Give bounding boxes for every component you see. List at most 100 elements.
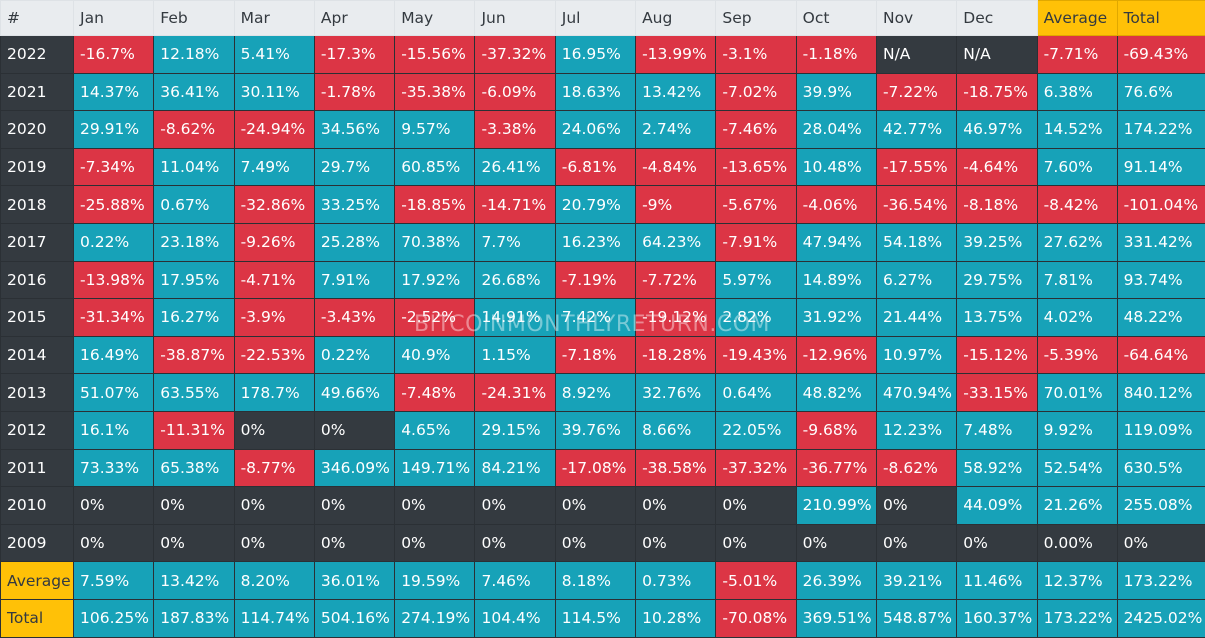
return-cell: -1.78% <box>314 73 394 111</box>
return-cell: 73.33% <box>74 449 154 487</box>
return-cell: 11.46% <box>957 562 1037 600</box>
return-cell: 17.92% <box>395 261 475 299</box>
return-cell: 7.91% <box>314 261 394 299</box>
row-label: 2021 <box>1 73 74 111</box>
return-cell: -19.43% <box>716 336 796 374</box>
return-cell: -8.62% <box>154 111 234 149</box>
column-header-sep[interactable]: Sep <box>716 1 796 36</box>
return-cell: 0% <box>1117 524 1205 562</box>
return-cell: 39.76% <box>555 411 635 449</box>
return-cell: 60.85% <box>395 148 475 186</box>
return-cell: 6.27% <box>876 261 956 299</box>
column-header-dec[interactable]: Dec <box>957 1 1037 36</box>
return-cell: -70.08% <box>716 599 796 637</box>
return-cell: 7.49% <box>234 148 314 186</box>
column-header-row-label[interactable]: # <box>1 1 74 36</box>
return-cell: -7.22% <box>876 73 956 111</box>
return-cell: 25.28% <box>314 223 394 261</box>
return-cell: 11.04% <box>154 148 234 186</box>
return-cell: 0% <box>234 487 314 525</box>
return-cell: 173.22% <box>1117 562 1205 600</box>
row-label: Average <box>1 562 74 600</box>
return-cell: 9.57% <box>395 111 475 149</box>
return-cell: 8.92% <box>555 374 635 412</box>
column-header-nov[interactable]: Nov <box>876 1 956 36</box>
return-cell: 2425.02% <box>1117 599 1205 637</box>
return-cell: -15.12% <box>957 336 1037 374</box>
return-cell: 14.89% <box>796 261 876 299</box>
return-cell: 0% <box>234 411 314 449</box>
column-header-mar[interactable]: Mar <box>234 1 314 36</box>
row-label: 2009 <box>1 524 74 562</box>
return-cell: 6.38% <box>1037 73 1117 111</box>
column-header-apr[interactable]: Apr <box>314 1 394 36</box>
return-cell: 0% <box>154 487 234 525</box>
return-cell: -7.02% <box>716 73 796 111</box>
return-cell: 187.83% <box>154 599 234 637</box>
return-cell: 210.99% <box>796 487 876 525</box>
return-cell: 19.59% <box>395 562 475 600</box>
return-cell: -5.67% <box>716 186 796 224</box>
return-cell: -36.54% <box>876 186 956 224</box>
table-row: 2016-13.98%17.95%-4.71%7.91%17.92%26.68%… <box>1 261 1205 299</box>
table-row: 2015-31.34%16.27%-3.9%-3.43%-2.52%14.91%… <box>1 299 1205 337</box>
column-header-oct[interactable]: Oct <box>796 1 876 36</box>
column-header-may[interactable]: May <box>395 1 475 36</box>
return-cell: 13.75% <box>957 299 1037 337</box>
return-cell: -6.81% <box>555 148 635 186</box>
return-cell: -12.96% <box>796 336 876 374</box>
column-header-aug[interactable]: Aug <box>636 1 716 36</box>
column-header-jun[interactable]: Jun <box>475 1 555 36</box>
return-cell: 7.48% <box>957 411 1037 449</box>
row-label: 2012 <box>1 411 74 449</box>
return-cell: 0% <box>876 487 956 525</box>
return-cell: -2.52% <box>395 299 475 337</box>
return-cell: 7.7% <box>475 223 555 261</box>
return-cell: -4.06% <box>796 186 876 224</box>
return-cell: 104.4% <box>475 599 555 637</box>
column-header-feb[interactable]: Feb <box>154 1 234 36</box>
return-cell: 5.41% <box>234 36 314 74</box>
return-cell: -4.71% <box>234 261 314 299</box>
return-cell: 346.09% <box>314 449 394 487</box>
return-cell: -15.56% <box>395 36 475 74</box>
return-cell: 33.25% <box>314 186 394 224</box>
column-header-jan[interactable]: Jan <box>74 1 154 36</box>
return-cell: -4.84% <box>636 148 716 186</box>
return-cell: 12.23% <box>876 411 956 449</box>
return-cell: 8.66% <box>636 411 716 449</box>
return-cell: -35.38% <box>395 73 475 111</box>
column-header-average[interactable]: Average <box>1037 1 1117 36</box>
row-label: 2015 <box>1 299 74 337</box>
return-cell: 274.19% <box>395 599 475 637</box>
return-cell: 36.01% <box>314 562 394 600</box>
return-cell: 0% <box>74 524 154 562</box>
return-cell: -4.64% <box>957 148 1037 186</box>
return-cell: -17.3% <box>314 36 394 74</box>
return-cell: 16.49% <box>74 336 154 374</box>
return-cell: 29.75% <box>957 261 1037 299</box>
return-cell: 0% <box>796 524 876 562</box>
return-cell: -17.55% <box>876 148 956 186</box>
return-cell: -3.38% <box>475 111 555 149</box>
return-cell: 48.82% <box>796 374 876 412</box>
column-header-jul[interactable]: Jul <box>555 1 635 36</box>
return-cell: 16.23% <box>555 223 635 261</box>
return-cell: 0% <box>636 524 716 562</box>
return-cell: 630.5% <box>1117 449 1205 487</box>
return-cell: 54.18% <box>876 223 956 261</box>
return-cell: 0% <box>555 487 635 525</box>
return-cell: 21.26% <box>1037 487 1117 525</box>
return-cell: -8.77% <box>234 449 314 487</box>
return-cell: -31.34% <box>74 299 154 337</box>
return-cell: -32.86% <box>234 186 314 224</box>
table-row: 2019-7.34%11.04%7.49%29.7%60.85%26.41%-6… <box>1 148 1205 186</box>
return-cell: -7.46% <box>716 111 796 149</box>
return-cell: -8.18% <box>957 186 1037 224</box>
return-cell: 0.67% <box>154 186 234 224</box>
return-cell: -11.31% <box>154 411 234 449</box>
column-header-total[interactable]: Total <box>1117 1 1205 36</box>
return-cell: 8.18% <box>555 562 635 600</box>
return-cell: 0% <box>475 524 555 562</box>
